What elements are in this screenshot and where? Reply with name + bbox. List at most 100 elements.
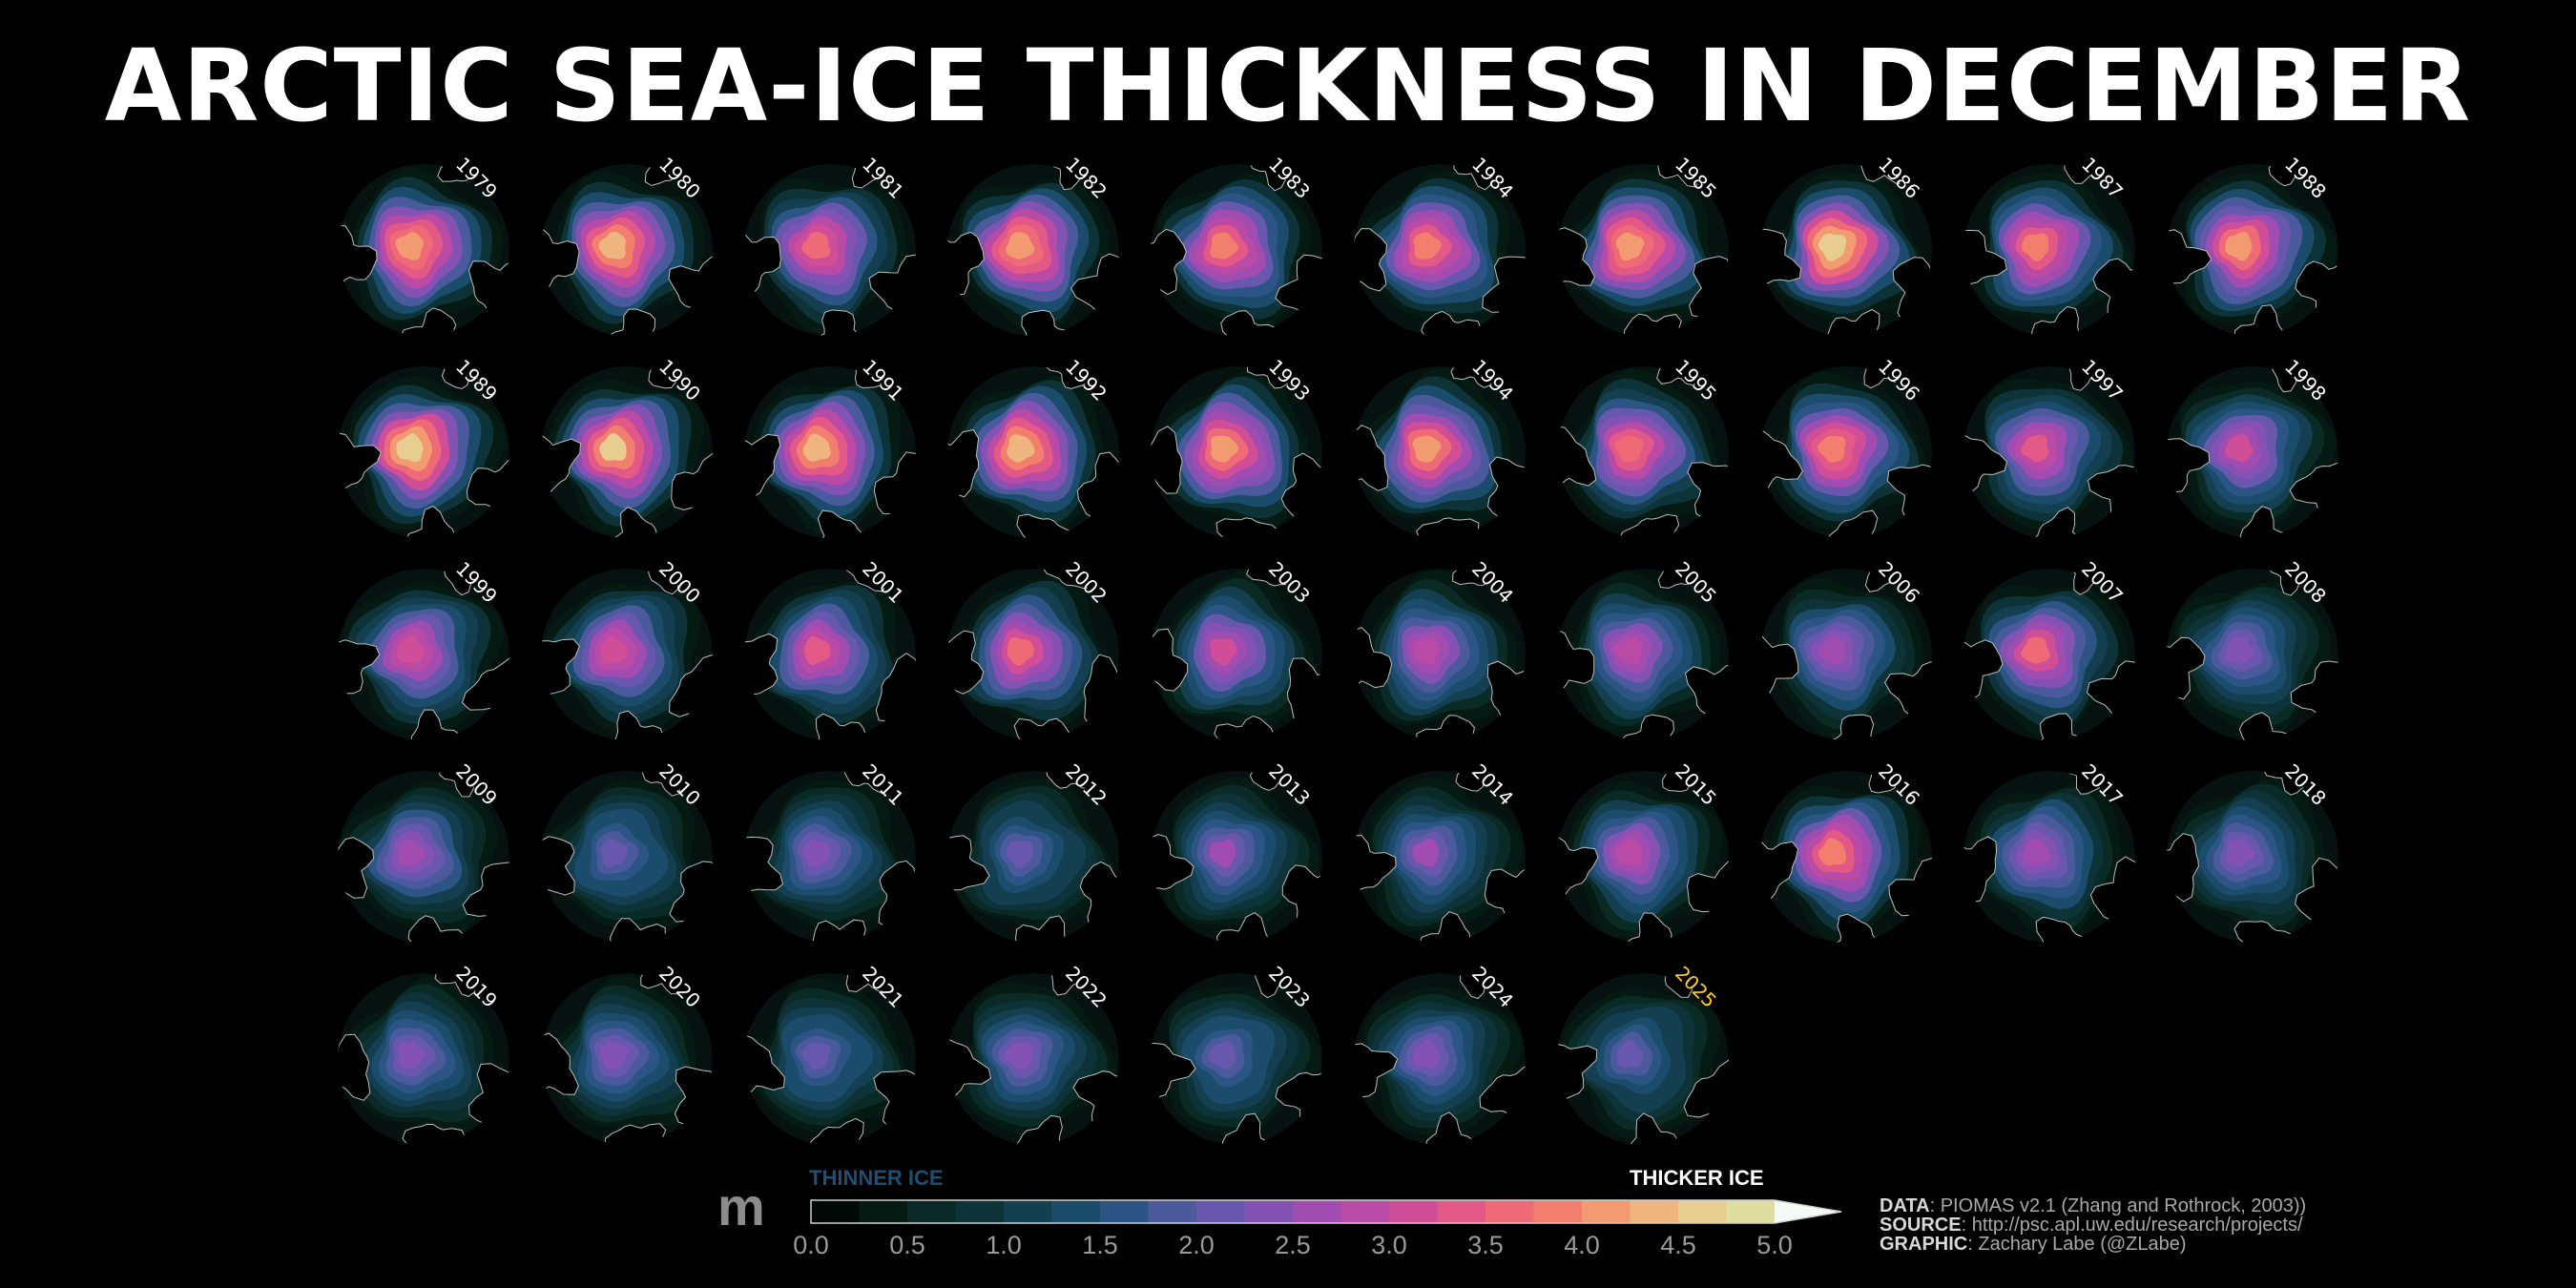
polar-map-1999 bbox=[338, 569, 509, 740]
map-panel-1991: 1991 bbox=[731, 353, 933, 548]
land-eurasia bbox=[467, 259, 509, 328]
map-panel-2000: 2000 bbox=[528, 555, 730, 750]
land-eurasia bbox=[671, 452, 713, 528]
land-eurasia bbox=[2086, 660, 2135, 726]
thickness-contour bbox=[2225, 433, 2254, 463]
colorbar bbox=[810, 1199, 1842, 1224]
land-scandinavia bbox=[609, 918, 666, 943]
thickness-contour bbox=[1005, 1042, 1032, 1070]
thickness-contour bbox=[599, 433, 627, 461]
land-canada bbox=[1963, 229, 2007, 284]
polar-map-2024 bbox=[1354, 973, 1526, 1145]
map-panel-1995: 1995 bbox=[1544, 353, 1746, 548]
map-panel-2012: 2012 bbox=[934, 758, 1136, 952]
land-canada bbox=[1963, 836, 1998, 904]
land-scandinavia bbox=[1214, 715, 1275, 740]
land-canada bbox=[744, 433, 781, 499]
land-eurasia bbox=[1070, 253, 1119, 319]
land-scandinavia bbox=[407, 915, 467, 943]
polar-map-1984 bbox=[1354, 164, 1526, 336]
land-canada bbox=[1151, 834, 1195, 893]
land-eurasia bbox=[1079, 861, 1119, 932]
thickness-contour bbox=[1007, 434, 1035, 463]
polar-map-2012 bbox=[947, 771, 1119, 943]
polar-map-2000 bbox=[541, 569, 713, 740]
map-panel-2010: 2010 bbox=[528, 758, 730, 952]
land-scandinavia bbox=[815, 713, 869, 740]
colorbar-segment bbox=[1196, 1200, 1246, 1223]
land-scandinavia bbox=[1421, 310, 1482, 336]
land-scandinavia bbox=[1217, 1112, 1273, 1145]
thickness-contour bbox=[1412, 1040, 1441, 1069]
land-eurasia bbox=[2089, 856, 2135, 925]
polar-map-1993 bbox=[1151, 366, 1322, 538]
land-canada bbox=[338, 639, 381, 695]
land-scandinavia bbox=[2027, 507, 2088, 538]
land-scandinavia bbox=[2032, 916, 2093, 943]
thickness-contour bbox=[1818, 233, 1847, 261]
thickness-contour bbox=[2021, 434, 2049, 463]
thickness-contour bbox=[1006, 232, 1035, 260]
land-canada bbox=[541, 1032, 579, 1095]
map-panel-2024: 2024 bbox=[1340, 960, 1543, 1154]
polar-map-2022 bbox=[947, 973, 1119, 1145]
polar-map-1988 bbox=[2167, 164, 2338, 336]
land-scandinavia bbox=[1220, 310, 1279, 336]
polar-map-2005 bbox=[1557, 569, 1729, 740]
land-scandinavia bbox=[2236, 712, 2296, 740]
polar-map-2001 bbox=[744, 569, 916, 740]
land-scandinavia bbox=[812, 919, 866, 943]
land-scandinavia bbox=[1215, 517, 1279, 538]
thickness-contour bbox=[1208, 1041, 1236, 1070]
land-scandinavia bbox=[1623, 313, 1682, 336]
land-canada bbox=[1760, 838, 1799, 904]
chart-title: ARCTIC SEA-ICE THICKNESS IN DECEMBER bbox=[104, 28, 2472, 144]
map-panel-1999: 1999 bbox=[324, 555, 527, 750]
land-scandinavia bbox=[1014, 309, 1077, 336]
polar-map-1983 bbox=[1151, 164, 1322, 336]
polar-map-2019 bbox=[338, 973, 509, 1145]
thickness-contour bbox=[2226, 840, 2254, 867]
colorbar-tick-label: 4.5 bbox=[1660, 1231, 1696, 1259]
colorbar-tick-label: 0.5 bbox=[889, 1231, 925, 1259]
map-panel-2006: 2006 bbox=[1747, 555, 1949, 750]
land-scandinavia bbox=[603, 308, 667, 336]
land-canada bbox=[947, 1037, 992, 1097]
polar-map-1989 bbox=[338, 366, 509, 538]
map-panel-2013: 2013 bbox=[1137, 758, 1340, 952]
polar-map-1991 bbox=[744, 366, 916, 538]
colorbar-segment bbox=[1485, 1200, 1535, 1223]
land-scandinavia bbox=[604, 1123, 667, 1145]
land-scandinavia bbox=[1015, 915, 1067, 943]
polar-map-2002 bbox=[947, 569, 1119, 740]
thickness-contour bbox=[1210, 638, 1237, 666]
map-panel-2017: 2017 bbox=[1950, 758, 2152, 952]
colorbar-segment bbox=[1726, 1200, 1776, 1223]
land-eurasia bbox=[668, 256, 713, 327]
map-panel-2018: 2018 bbox=[2153, 758, 2356, 952]
land-canada bbox=[947, 429, 980, 498]
land-eurasia bbox=[1076, 451, 1119, 520]
land-canada bbox=[1760, 228, 1802, 284]
polar-map-1982 bbox=[947, 164, 1119, 336]
land-eurasia bbox=[1884, 661, 1932, 729]
land-eurasia bbox=[462, 862, 509, 922]
land-canada bbox=[947, 835, 990, 891]
credit-source: SOURCE: http://psc.apl.uw.edu/research/p… bbox=[1880, 1215, 2303, 1236]
map-panel-2016: 2016 bbox=[1747, 758, 1949, 952]
colorbar-segment bbox=[955, 1200, 1005, 1223]
land-eurasia bbox=[2290, 660, 2338, 720]
land-scandinavia bbox=[1622, 912, 1683, 943]
land-canada bbox=[744, 1033, 785, 1096]
land-canada bbox=[1760, 632, 1799, 700]
colorbar-segment bbox=[1389, 1200, 1439, 1223]
land-canada bbox=[541, 836, 575, 896]
thinner-ice-label: THINNER ICE bbox=[809, 1166, 944, 1190]
colorbar-tick-label: 3.0 bbox=[1371, 1231, 1407, 1259]
land-canada bbox=[1151, 628, 1189, 692]
land-eurasia bbox=[669, 861, 713, 923]
thickness-contour bbox=[1412, 637, 1441, 666]
land-scandinavia bbox=[806, 1117, 864, 1145]
polar-map-2008 bbox=[2167, 569, 2338, 740]
thickness-contour bbox=[1412, 838, 1440, 867]
